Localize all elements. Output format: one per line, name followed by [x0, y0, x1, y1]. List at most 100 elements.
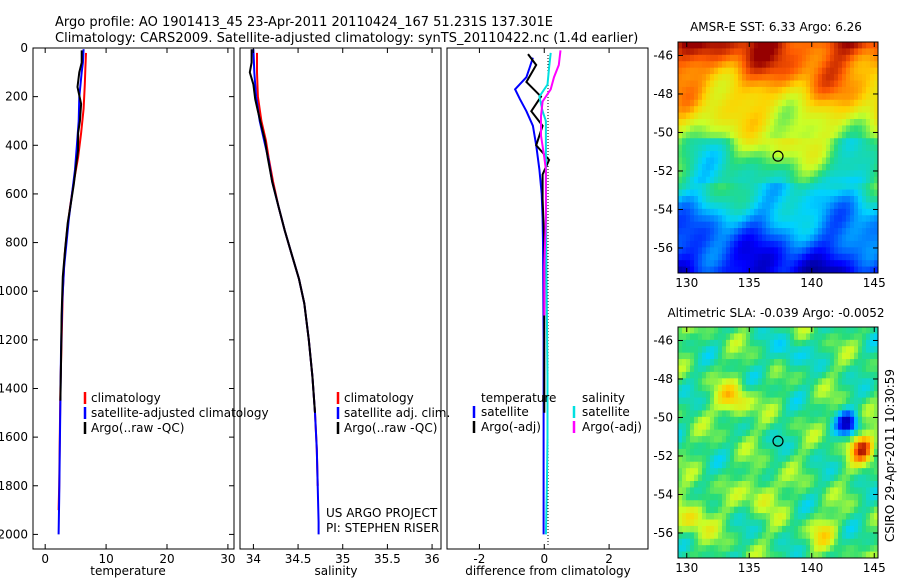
heatmap-cell	[710, 99, 715, 107]
heatmap-cell	[858, 176, 863, 184]
heatmap-cell	[782, 106, 787, 113]
heatmap-cell	[758, 196, 763, 203]
heatmap-cell	[874, 506, 879, 514]
temperature-xlabel: temperature	[90, 564, 165, 578]
heatmap-cell	[866, 423, 871, 431]
heatmap-cell	[698, 436, 703, 443]
heatmap-cell	[698, 391, 703, 398]
heatmap-cell	[834, 234, 839, 242]
heatmap-cell	[782, 339, 787, 347]
heatmap-cell	[826, 240, 831, 248]
heatmap-cell	[718, 423, 723, 431]
heatmap-cell	[742, 436, 747, 443]
heatmap-cell	[754, 266, 759, 274]
heatmap-cell	[818, 442, 823, 450]
heatmap-cell	[682, 163, 687, 171]
heatmap-cell	[766, 378, 771, 386]
heatmap-cell	[742, 448, 747, 456]
heatmap-cell	[710, 234, 715, 242]
heatmap-cell	[790, 151, 795, 158]
heatmap-cell	[758, 163, 763, 171]
heatmap-cell	[870, 176, 875, 184]
heatmap-cell	[722, 365, 727, 373]
heatmap-cell	[754, 215, 759, 223]
heatmap-cell	[754, 378, 759, 386]
heatmap-cell	[686, 106, 691, 113]
heatmap-cell	[758, 54, 763, 62]
heatmap-cell	[854, 176, 859, 184]
heatmap-cell	[802, 42, 807, 49]
heatmap-cell	[870, 545, 875, 552]
heatmap-cell	[722, 74, 727, 81]
heatmap-cell	[834, 208, 839, 216]
heatmap-cell	[838, 80, 843, 88]
heatmap-cell	[714, 86, 719, 94]
heatmap-cell	[862, 119, 867, 126]
heatmap-cell	[778, 99, 783, 107]
heatmap-cell	[706, 151, 711, 158]
heatmap-cell	[742, 423, 747, 431]
heatmap-cell	[818, 493, 823, 501]
heatmap-cell	[786, 551, 791, 559]
heatmap-cell	[834, 157, 839, 165]
heatmap-cell	[818, 86, 823, 94]
heatmap-cell	[682, 260, 687, 267]
heatmap-cell	[698, 48, 703, 56]
heatmap-cell	[806, 436, 811, 443]
heatmap-cell	[830, 48, 835, 56]
heatmap-cell	[846, 253, 851, 261]
heatmap-cell	[726, 54, 731, 62]
heatmap-cell	[798, 125, 803, 133]
heatmap-cell	[702, 429, 707, 437]
heatmap-cell	[690, 551, 695, 559]
heatmap-cell	[818, 247, 823, 255]
heatmap-cell	[802, 359, 807, 366]
heatmap-cell	[830, 442, 835, 450]
heatmap-cell	[738, 93, 743, 101]
heatmap-cell	[818, 54, 823, 62]
heatmap-cell	[814, 196, 819, 203]
heatmap-cell	[758, 359, 763, 366]
heatmap-cell	[834, 365, 839, 373]
heatmap-cell	[778, 423, 783, 431]
heatmap-cell	[850, 61, 855, 69]
heatmap-cell	[794, 138, 799, 146]
heatmap-cell	[842, 93, 847, 101]
heatmap-cell	[846, 80, 851, 88]
heatmap-cell	[766, 48, 771, 56]
heatmap-cell	[682, 93, 687, 101]
heatmap-cell	[722, 221, 727, 229]
heatmap-cell	[862, 339, 867, 347]
heatmap-cell	[690, 196, 695, 203]
heatmap-cell	[766, 228, 771, 235]
heatmap-cell	[810, 500, 815, 508]
heatmap-cell	[774, 384, 779, 392]
heatmap-cell	[774, 352, 779, 360]
heatmap-cell	[746, 429, 751, 437]
heatmap-cell	[766, 266, 771, 274]
heatmap-cell	[822, 48, 827, 56]
heatmap-cell	[866, 80, 871, 88]
heatmap-cell	[746, 327, 751, 334]
heatmap-cell	[866, 416, 871, 424]
heatmap-cell	[858, 333, 863, 341]
heatmap-cell	[798, 247, 803, 255]
heatmap-cell	[714, 125, 719, 133]
heatmap-cell	[770, 176, 775, 184]
heatmap-cell	[786, 144, 791, 152]
heatmap-cell	[850, 538, 855, 546]
heatmap-cell	[726, 163, 731, 171]
heatmap-cell	[778, 378, 783, 386]
heatmap-cell	[722, 196, 727, 203]
heatmap-cell	[718, 327, 723, 334]
heatmap-cell	[726, 410, 731, 418]
heatmap-cell	[774, 74, 779, 81]
heatmap-cell	[706, 359, 711, 366]
heatmap-cell	[810, 339, 815, 347]
heatmap-cell	[790, 436, 795, 443]
heatmap-cell	[746, 61, 751, 69]
heatmap-cell	[694, 327, 699, 334]
heatmap-cell	[826, 67, 831, 75]
heatmap-cell	[854, 234, 859, 242]
heatmap-cell	[850, 371, 855, 379]
